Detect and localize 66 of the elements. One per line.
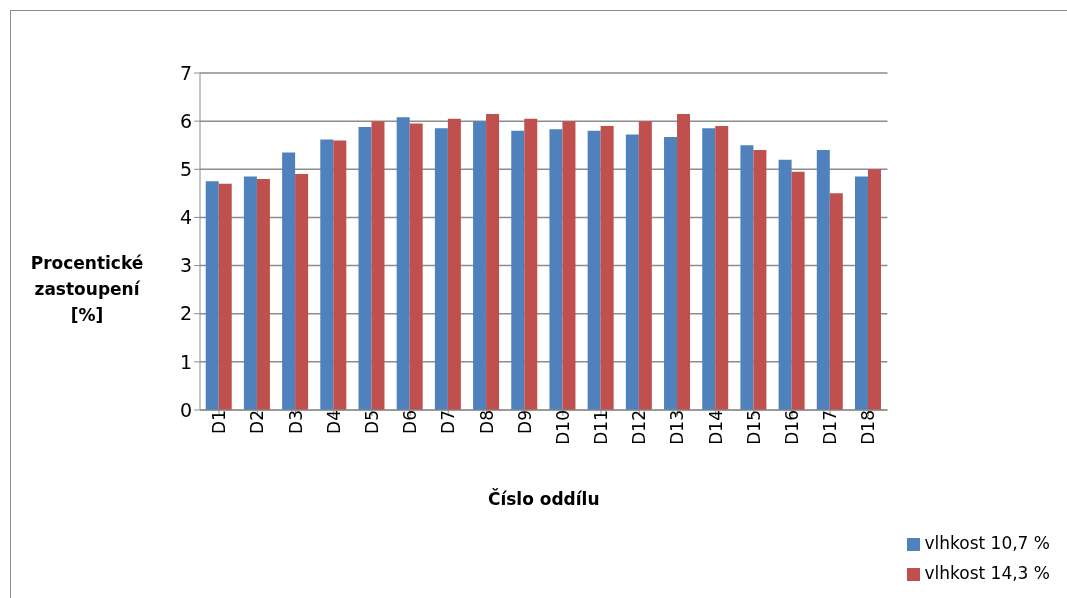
bar <box>549 129 563 410</box>
y-tick-label: 2 <box>179 302 192 325</box>
x-tick-label: D4 <box>323 410 344 434</box>
bar <box>778 159 792 410</box>
y-tick-label: 3 <box>179 254 192 277</box>
bar <box>816 150 830 410</box>
bar <box>625 134 639 410</box>
bar <box>218 183 232 410</box>
x-tick-label: D14 <box>705 410 726 445</box>
bar <box>829 193 843 410</box>
bar <box>562 121 576 410</box>
bar <box>205 181 219 410</box>
bar <box>333 140 347 410</box>
x-tick-label: D7 <box>438 410 459 434</box>
bar <box>740 145 754 410</box>
bar <box>677 113 691 410</box>
x-tick-label: D6 <box>400 410 421 434</box>
x-tick-label: D3 <box>285 410 306 434</box>
bar <box>295 174 309 410</box>
x-tick-label: D17 <box>820 410 841 445</box>
bar <box>600 125 614 410</box>
y-tick-label: 4 <box>179 206 192 229</box>
y-tick-label: 6 <box>179 109 192 132</box>
bar <box>358 126 372 410</box>
bar <box>320 139 334 410</box>
x-tick-label: D5 <box>361 410 382 434</box>
bar <box>256 178 270 410</box>
x-tick-label: D12 <box>629 410 650 445</box>
bar <box>753 150 767 410</box>
y-tick-label: 0 <box>179 398 192 421</box>
bar <box>524 118 538 410</box>
y-tick-label: 7 <box>179 61 192 84</box>
y-axis-title: Procentické zastoupení [%] <box>29 252 145 327</box>
bar <box>511 130 525 410</box>
x-tick-label: D16 <box>782 410 803 445</box>
bar <box>715 125 729 410</box>
bar <box>664 137 678 410</box>
legend-label: vlhkost 14,3 % <box>924 563 1050 583</box>
bar <box>638 121 652 410</box>
bar <box>396 117 410 410</box>
x-tick-label: D2 <box>247 410 268 434</box>
legend-label: vlhkost 10,7 % <box>924 533 1050 553</box>
bar <box>409 123 423 410</box>
x-axis-title: Číslo oddílu <box>487 488 600 509</box>
x-tick-label: D1 <box>209 410 230 434</box>
y-tick-label: 1 <box>179 350 192 373</box>
y-tick-label: 5 <box>179 158 192 181</box>
bar <box>243 176 257 410</box>
bar <box>447 118 461 410</box>
bar <box>486 113 500 410</box>
bar <box>587 130 601 410</box>
x-tick-label: D13 <box>667 410 688 445</box>
bar <box>434 128 448 410</box>
bar <box>473 121 487 410</box>
bar <box>867 169 881 410</box>
bar <box>791 171 805 410</box>
x-tick-label: D11 <box>591 410 612 445</box>
x-tick-label: D10 <box>552 410 573 445</box>
x-tick-label: D18 <box>858 410 879 445</box>
bar <box>371 121 385 410</box>
bar <box>282 152 296 410</box>
x-tick-label: D8 <box>476 410 497 434</box>
x-tick-label: D15 <box>743 410 764 445</box>
bar <box>854 176 868 410</box>
x-tick-label: D9 <box>514 410 535 434</box>
bar <box>702 128 716 410</box>
